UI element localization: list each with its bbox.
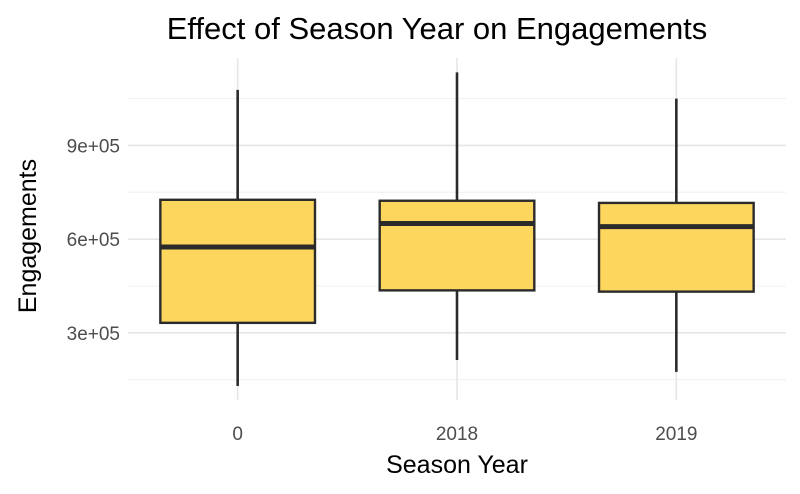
iqr-box: [159, 198, 317, 325]
x-tick-label: 0: [232, 424, 243, 445]
boxplots: [159, 72, 755, 386]
tick-labels: 3e+05 6e+05 9e+05 0 2018 2019: [67, 136, 698, 445]
iqr-box: [378, 199, 536, 292]
y-tick-label: 3e+05: [67, 324, 120, 345]
boxplot-2018: [378, 72, 536, 361]
y-tick-label: 9e+05: [67, 136, 120, 157]
x-tick-label: 2019: [655, 424, 697, 445]
x-tick-label: 2018: [436, 424, 478, 445]
iqr-box: [597, 201, 755, 293]
y-tick-label: 6e+05: [67, 230, 120, 251]
y-axis-title: Engagements: [14, 159, 42, 313]
x-axis-title: Season Year: [386, 451, 528, 479]
boxplot-2019: [597, 98, 755, 372]
boxplot-0: [159, 89, 317, 386]
chart-title: Effect of Season Year on Engagements: [167, 11, 708, 46]
